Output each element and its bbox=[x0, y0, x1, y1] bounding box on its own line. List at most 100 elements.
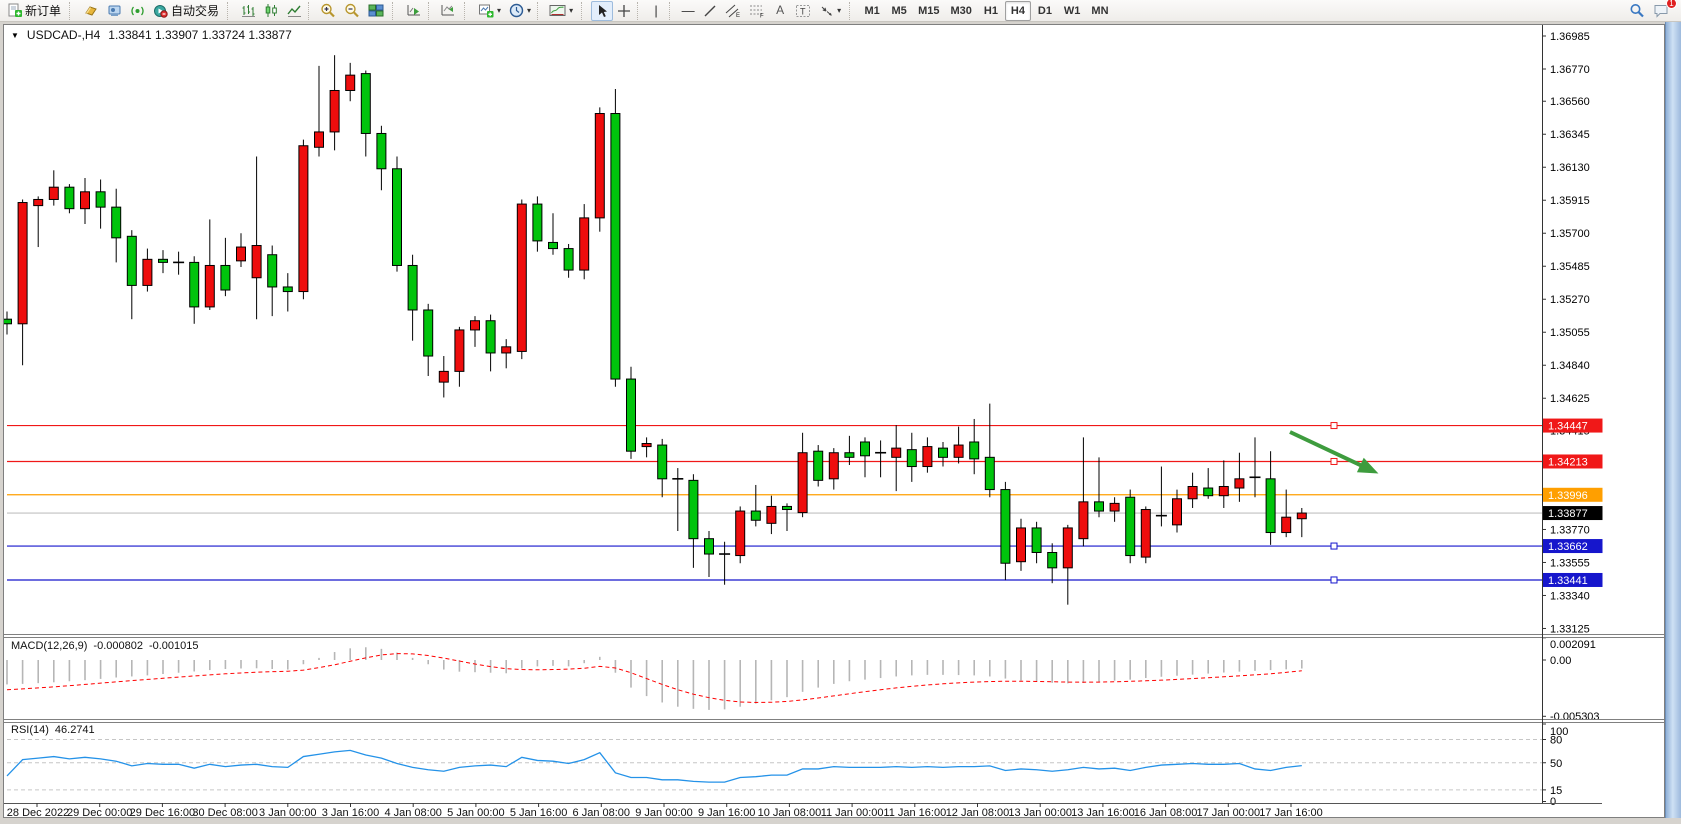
chart-shift-button[interactable] bbox=[436, 1, 460, 21]
toolbar-separator bbox=[392, 1, 399, 20]
crosshair-button[interactable] bbox=[613, 1, 635, 21]
vertical-line-button[interactable]: | bbox=[645, 1, 667, 21]
svg-text:11 Jan 00:00: 11 Jan 00:00 bbox=[821, 807, 884, 817]
timeframe-m15[interactable]: M15 bbox=[913, 1, 944, 21]
svg-text:28 Dec 2022: 28 Dec 2022 bbox=[7, 807, 69, 817]
svg-text:1.33877: 1.33877 bbox=[1548, 508, 1588, 520]
search-icon bbox=[1630, 3, 1644, 17]
chat-button[interactable]: 1 bbox=[1649, 0, 1677, 21]
gold-bar-icon bbox=[85, 6, 97, 16]
signals-button[interactable] bbox=[126, 1, 149, 21]
candlestick-chart-button[interactable] bbox=[260, 1, 283, 21]
svg-text:-0.005303: -0.005303 bbox=[1550, 711, 1600, 723]
zoom-out-icon bbox=[345, 3, 359, 18]
svg-text:5 Jan 16:00: 5 Jan 16:00 bbox=[510, 807, 568, 817]
svg-text:29 Dec 16:00: 29 Dec 16:00 bbox=[130, 807, 195, 817]
timeframe-w1[interactable]: W1 bbox=[1059, 1, 1086, 21]
svg-text:13 Jan 16:00: 13 Jan 16:00 bbox=[1071, 807, 1135, 817]
svg-text:50: 50 bbox=[1550, 758, 1562, 770]
svg-text:0.00: 0.00 bbox=[1550, 655, 1571, 667]
auto-scroll-button[interactable] bbox=[402, 1, 426, 21]
tile-windows-button[interactable] bbox=[364, 1, 388, 21]
rsi-name: RSI(14) bbox=[11, 724, 49, 736]
new-chart-button[interactable]: ▾ bbox=[474, 1, 505, 21]
svg-text:1.34625: 1.34625 bbox=[1550, 393, 1590, 405]
svg-text:1.33996: 1.33996 bbox=[1548, 490, 1588, 502]
autotrading-button[interactable]: 自动交易 bbox=[149, 1, 223, 21]
timeframe-d1[interactable]: D1 bbox=[1032, 1, 1058, 21]
timeframe-m30[interactable]: M30 bbox=[946, 1, 977, 21]
svg-text:100: 100 bbox=[1550, 726, 1568, 738]
trendline-button[interactable] bbox=[699, 1, 721, 21]
horizontal-line-button[interactable]: — bbox=[677, 1, 699, 21]
timeframe-h4[interactable]: H4 bbox=[1004, 0, 1031, 21]
svg-text:1.36560: 1.36560 bbox=[1550, 96, 1590, 108]
market-watch-button[interactable] bbox=[79, 1, 103, 21]
window-bottom-edge bbox=[0, 818, 1681, 824]
text-label-button[interactable]: T bbox=[791, 1, 815, 21]
svg-text:0: 0 bbox=[1550, 796, 1556, 808]
crosshair-icon bbox=[618, 4, 631, 17]
svg-text:16 Jan 08:00: 16 Jan 08:00 bbox=[1134, 807, 1198, 817]
toolbar-separator bbox=[464, 1, 471, 20]
svg-text:1.35270: 1.35270 bbox=[1550, 294, 1590, 306]
toolbar-separator bbox=[308, 1, 315, 20]
chart-bar-ohlc: 1.33841 1.33907 1.33724 1.33877 bbox=[108, 28, 292, 42]
svg-text:1.35700: 1.35700 bbox=[1550, 228, 1590, 240]
chart-symbol-period: USDCAD-,H4 bbox=[26, 28, 101, 42]
text-button[interactable]: A bbox=[769, 1, 791, 21]
svg-text:11 Jan 16:00: 11 Jan 16:00 bbox=[883, 807, 946, 817]
fibonacci-button[interactable]: F bbox=[745, 1, 769, 21]
timeframe-m1[interactable]: M1 bbox=[859, 1, 885, 21]
new-order-icon bbox=[8, 3, 22, 17]
svg-text:4 Jan 08:00: 4 Jan 08:00 bbox=[384, 807, 442, 817]
macd-indicator-label: MACD(12,26,9) -0.000802 -0.001015 bbox=[11, 640, 199, 652]
timeframe-h1[interactable]: H1 bbox=[978, 1, 1004, 21]
svg-text:13 Jan 00:00: 13 Jan 00:00 bbox=[1008, 807, 1072, 817]
navigator-button[interactable] bbox=[103, 1, 126, 21]
svg-text:E: E bbox=[736, 13, 740, 18]
new-order-button[interactable]: 新订单 bbox=[3, 1, 65, 21]
price-chart-canvas[interactable]: 1.36985 1.36770 1.36560 1.36345 1.36130 1.359… bbox=[4, 25, 1664, 817]
toolbar-separator bbox=[637, 1, 644, 20]
zoom-in-button[interactable] bbox=[316, 1, 340, 21]
line-chart-button[interactable] bbox=[283, 1, 306, 21]
cursor-button[interactable] bbox=[591, 0, 614, 21]
timeframe-m5[interactable]: M5 bbox=[886, 1, 912, 21]
toolbar: 新订单 自动交易 ▾ ▾ bbox=[0, 0, 1681, 22]
channel-button[interactable]: E bbox=[721, 1, 745, 21]
autotrading-icon bbox=[154, 5, 168, 18]
signal-icon bbox=[131, 6, 144, 16]
svg-text:3 Jan 16:00: 3 Jan 16:00 bbox=[322, 807, 380, 817]
chart-dropdown-icon[interactable]: ▼ bbox=[11, 30, 19, 40]
text-label-icon: T bbox=[796, 4, 811, 17]
svg-text:17 Jan 16:00: 17 Jan 16:00 bbox=[1259, 807, 1323, 817]
svg-text:1.33555: 1.33555 bbox=[1550, 557, 1590, 569]
svg-text:17 Jan 00:00: 17 Jan 00:00 bbox=[1196, 807, 1260, 817]
bar-chart-button[interactable] bbox=[237, 1, 260, 21]
zoom-out-button[interactable] bbox=[340, 1, 364, 21]
channel-icon: E bbox=[725, 4, 740, 18]
toolbar-separator bbox=[849, 1, 856, 20]
profiles-button[interactable]: ▾ bbox=[505, 1, 535, 21]
horizontal-line-icon: — bbox=[681, 3, 695, 18]
svg-text:10 Jan 08:00: 10 Jan 08:00 bbox=[758, 807, 822, 817]
svg-text:1.36985: 1.36985 bbox=[1550, 31, 1590, 43]
macd-value-signal: -0.001015 bbox=[148, 640, 199, 652]
autotrading-label: 自动交易 bbox=[171, 4, 220, 18]
svg-text:9 Jan 16:00: 9 Jan 16:00 bbox=[698, 807, 756, 817]
templates-button[interactable]: ▾ bbox=[545, 1, 577, 21]
search-button[interactable] bbox=[1625, 1, 1649, 21]
svg-text:1.36770: 1.36770 bbox=[1550, 64, 1590, 76]
arrows-button[interactable]: ▾ bbox=[815, 1, 845, 21]
svg-text:30 Dec 08:00: 30 Dec 08:00 bbox=[192, 807, 257, 817]
svg-text:80: 80 bbox=[1550, 735, 1562, 747]
svg-text:F: F bbox=[760, 13, 764, 18]
cursor-icon bbox=[598, 4, 607, 17]
chart-window: ▼ USDCAD-,H4 1.33841 1.33907 1.33724 1.3… bbox=[3, 24, 1665, 818]
timeframe-mn[interactable]: MN bbox=[1086, 1, 1113, 21]
trendline-icon bbox=[704, 5, 716, 16]
svg-text:1.36345: 1.36345 bbox=[1550, 129, 1590, 141]
svg-text:3 Jan 00:00: 3 Jan 00:00 bbox=[259, 807, 317, 817]
svg-text:T: T bbox=[800, 6, 806, 16]
